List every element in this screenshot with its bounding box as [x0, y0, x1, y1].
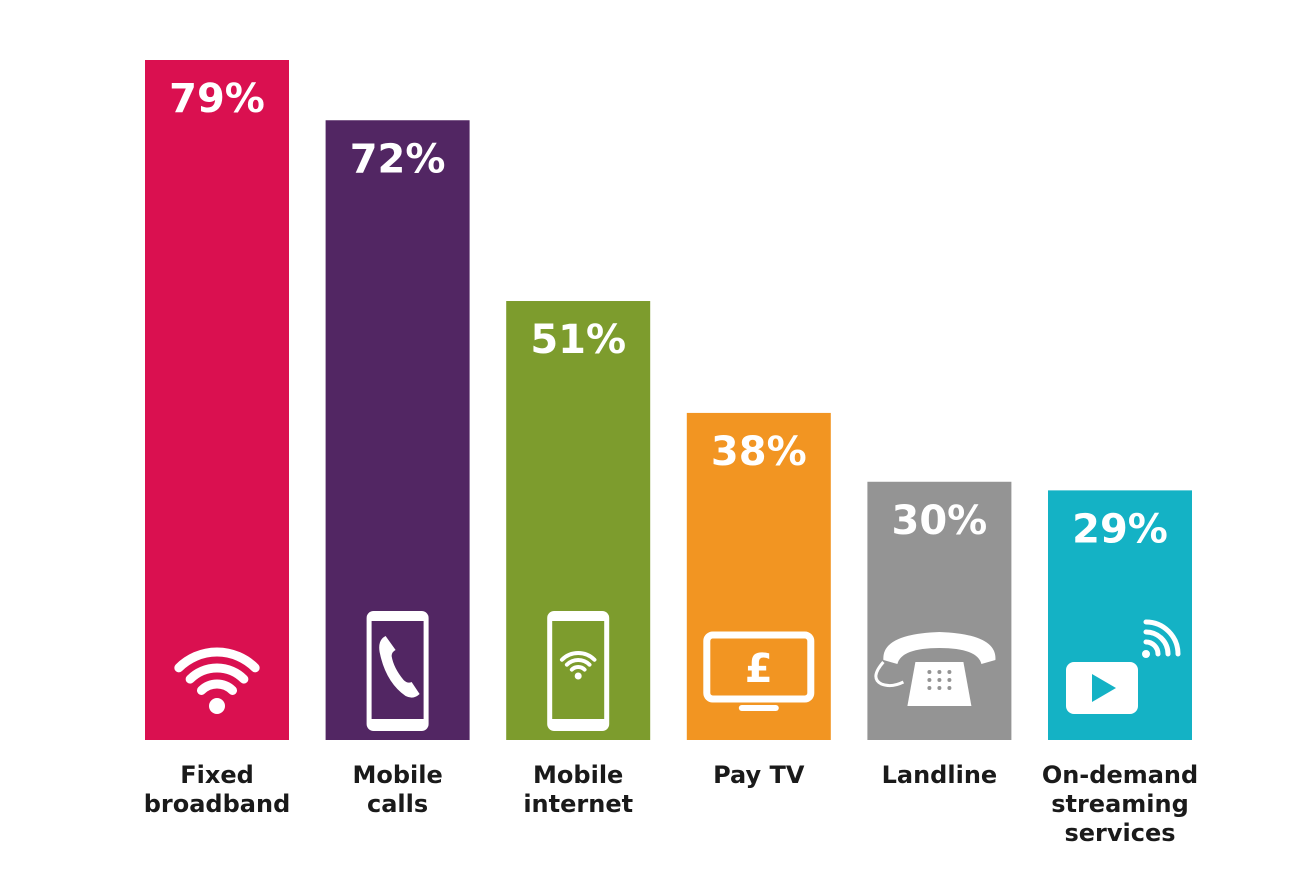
bar-value-label-5: 29% — [1072, 506, 1168, 552]
tv-pound-icon: £ — [703, 631, 815, 711]
bar-3 — [686, 412, 831, 740]
category-label-3: Pay TV — [713, 761, 805, 789]
mobile-phone-wifi-icon — [547, 611, 610, 731]
streaming-video-icon — [1066, 619, 1181, 714]
bar-value-label-2: 51% — [530, 317, 626, 363]
bar-value-label-4: 30% — [892, 498, 988, 544]
bar-value-label-3: 38% — [711, 429, 807, 475]
landline-phone-icon — [874, 632, 996, 706]
bar-value-label-0: 79% — [169, 76, 265, 122]
bars-group: 79% 72% 51% 38% £30% 29% — [145, 60, 1192, 740]
bar-value-label-1: 72% — [350, 136, 446, 182]
wifi-icon — [174, 647, 260, 714]
bar-0 — [145, 60, 289, 740]
category-labels-group: Fixed broadband Mobile calls Mobile internet P… — [144, 761, 1198, 847]
category-label-0: Fixed broadband — [144, 761, 291, 818]
category-label-4: Landline — [882, 761, 998, 789]
svg-text:£: £ — [745, 646, 773, 692]
category-label-5: On-demand streaming services — [1042, 761, 1198, 847]
mobile-phone-call-icon — [366, 611, 429, 731]
category-label-2: Mobile internet — [523, 761, 633, 818]
category-label-1: Mobile calls — [352, 761, 442, 818]
